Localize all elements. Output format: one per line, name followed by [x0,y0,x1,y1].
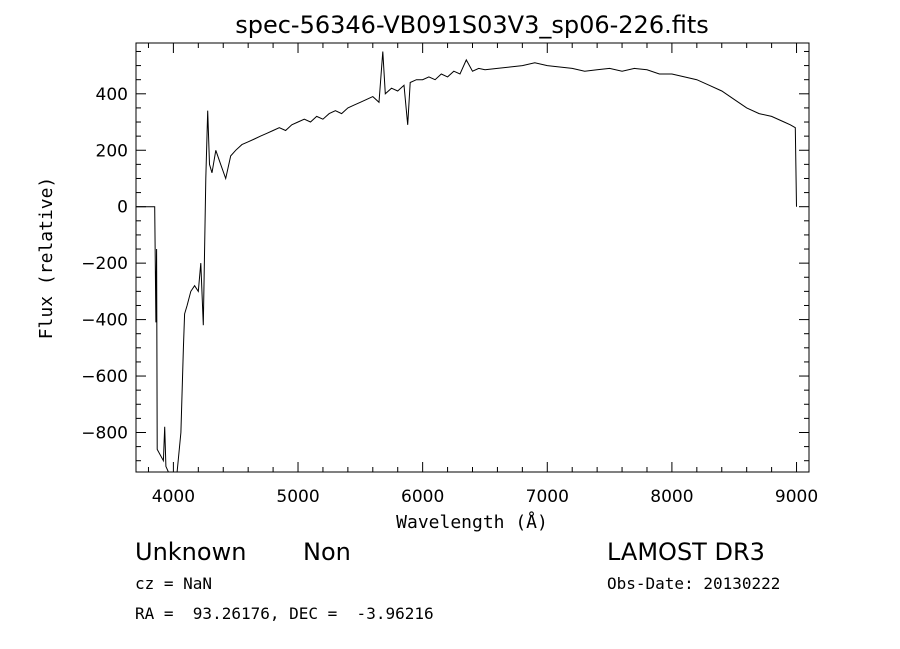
y-tick-label: 200 [96,141,128,161]
x-tick-label: 6000 [401,487,444,507]
redshift-cz: cz = NaN [135,574,213,593]
chart-title: spec-56346-VB091S03V3_sp06-226.fits [235,11,709,39]
x-axis: 4000 5000 6000 7000 8000 9000 [147,43,818,507]
y-tick-label: 400 [96,85,128,105]
coordinates: RA = 93.26176, DEC = -3.96216 [135,604,434,623]
x-tick-label: 7000 [526,487,569,507]
observation-date: Obs-Date: 20130222 [607,574,781,593]
survey-name: LAMOST DR3 [607,538,765,566]
y-tick-label: 0 [117,198,128,218]
y-tick-label: −400 [81,311,128,331]
object-class: Unknown [135,538,247,566]
y-axis: −800 −600 −400 −200 0 200 400 [81,50,809,462]
y-axis-label: Flux (relative) [36,177,57,340]
x-axis-label: Wavelength (Å) [396,511,548,533]
x-tick-label: 5000 [276,487,319,507]
plot-frame [135,42,810,473]
x-tick-label: 9000 [775,487,818,507]
object-subclass: Non [303,538,351,566]
y-tick-label: −200 [81,254,128,274]
spectrum-line [136,51,797,473]
x-tick-label: 8000 [650,487,693,507]
y-tick-label: −600 [81,367,128,387]
x-tick-label: 4000 [152,487,195,507]
y-tick-label: −800 [81,423,128,443]
